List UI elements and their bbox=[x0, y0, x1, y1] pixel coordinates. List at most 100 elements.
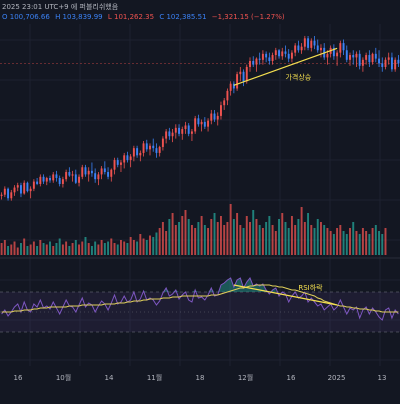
volume-bar bbox=[245, 216, 248, 255]
volume-bar bbox=[158, 228, 161, 255]
candle-body bbox=[103, 168, 106, 173]
candle-body bbox=[84, 167, 87, 175]
volume-bar bbox=[55, 243, 58, 255]
candle-body bbox=[32, 181, 35, 189]
volume-bar bbox=[361, 228, 364, 255]
candle-body bbox=[36, 181, 39, 184]
candle-body bbox=[336, 52, 339, 57]
volume-bar bbox=[149, 235, 151, 255]
volume-bar bbox=[3, 240, 6, 255]
candle-body bbox=[152, 145, 155, 149]
candle-body bbox=[61, 179, 64, 184]
volume-bar bbox=[258, 225, 261, 255]
volume-bar bbox=[20, 243, 22, 255]
candle-body bbox=[268, 57, 271, 62]
candle-body bbox=[132, 148, 135, 157]
volume-bar bbox=[87, 243, 90, 255]
candle-body bbox=[87, 170, 90, 175]
candle-body bbox=[261, 53, 264, 60]
volume-bar bbox=[7, 246, 10, 255]
volume-bar bbox=[113, 243, 116, 255]
candle-body bbox=[52, 174, 55, 181]
candle-body bbox=[297, 45, 300, 51]
volume-bar bbox=[265, 222, 268, 255]
volume-bar bbox=[152, 237, 155, 255]
volume-bar bbox=[184, 210, 187, 255]
volume-bar bbox=[368, 234, 371, 255]
volume-bar bbox=[207, 228, 210, 255]
volume-bar bbox=[268, 216, 271, 255]
candle-body bbox=[342, 43, 345, 51]
candle-body bbox=[378, 58, 380, 64]
volume-bar bbox=[300, 207, 303, 255]
volume-bar bbox=[287, 228, 290, 255]
candle-body bbox=[142, 143, 145, 153]
candle-body bbox=[294, 45, 297, 53]
rsi-line bbox=[1, 277, 399, 321]
time-axis-label: 16 bbox=[287, 374, 296, 382]
candle-body bbox=[200, 121, 203, 125]
time-axis-label: 13 bbox=[378, 374, 387, 382]
time-axis-label: 11월 bbox=[147, 373, 162, 382]
volume-bar bbox=[26, 246, 29, 255]
volume-bar bbox=[36, 246, 39, 255]
candle-body bbox=[155, 148, 158, 153]
candle-body bbox=[58, 177, 61, 184]
volume-bar bbox=[384, 228, 387, 255]
candle-body bbox=[171, 132, 174, 137]
candle-body bbox=[139, 152, 142, 156]
volume-bar bbox=[29, 244, 32, 255]
candle-body bbox=[232, 83, 235, 89]
candle-body bbox=[184, 125, 187, 130]
volume-bar bbox=[352, 222, 355, 255]
volume-bar bbox=[378, 231, 380, 255]
candle-body bbox=[216, 115, 219, 120]
candle-body bbox=[29, 188, 32, 192]
candle-body bbox=[381, 63, 384, 67]
candle-body bbox=[326, 53, 329, 58]
candle-body bbox=[226, 90, 229, 101]
candle-body bbox=[203, 121, 206, 127]
candle-body bbox=[258, 58, 261, 60]
candle-body bbox=[371, 53, 374, 63]
candle-body bbox=[178, 127, 180, 134]
candle-body bbox=[265, 53, 268, 58]
volume-bar bbox=[342, 231, 345, 255]
volume-bar bbox=[316, 219, 319, 255]
volume-bar bbox=[220, 216, 222, 255]
volume-bar bbox=[97, 244, 100, 255]
candle-body bbox=[397, 59, 400, 64]
price-up-label: 가격상승 bbox=[285, 72, 311, 81]
volume-bar bbox=[42, 243, 45, 255]
volume-bar bbox=[232, 219, 235, 255]
candle-body bbox=[20, 185, 22, 194]
volume-bar bbox=[68, 246, 71, 255]
candle-body bbox=[7, 188, 10, 199]
candle-body bbox=[365, 55, 368, 60]
time-axis-label: 10월 bbox=[56, 373, 71, 382]
volume-bar bbox=[223, 225, 226, 255]
candle-body bbox=[207, 120, 210, 127]
candle-body bbox=[220, 105, 222, 116]
candle-body bbox=[126, 155, 129, 161]
volume-bar bbox=[329, 231, 332, 255]
candle-body bbox=[358, 53, 361, 66]
volume-bar bbox=[126, 243, 129, 255]
volume-bar bbox=[365, 231, 368, 255]
candle-body bbox=[349, 55, 351, 60]
volume-bar bbox=[297, 219, 300, 255]
candle-body bbox=[55, 174, 58, 178]
volume-bar bbox=[90, 246, 93, 255]
volume-bar bbox=[271, 225, 274, 255]
candle-body bbox=[310, 40, 313, 48]
volume-bar bbox=[65, 241, 68, 255]
volume-bar bbox=[116, 244, 119, 255]
candle-body bbox=[316, 45, 319, 51]
candle-body bbox=[274, 50, 277, 56]
volume-bar bbox=[226, 222, 229, 255]
volume-bar bbox=[339, 225, 342, 255]
candle-body bbox=[278, 50, 280, 57]
price-trendline bbox=[233, 47, 338, 86]
